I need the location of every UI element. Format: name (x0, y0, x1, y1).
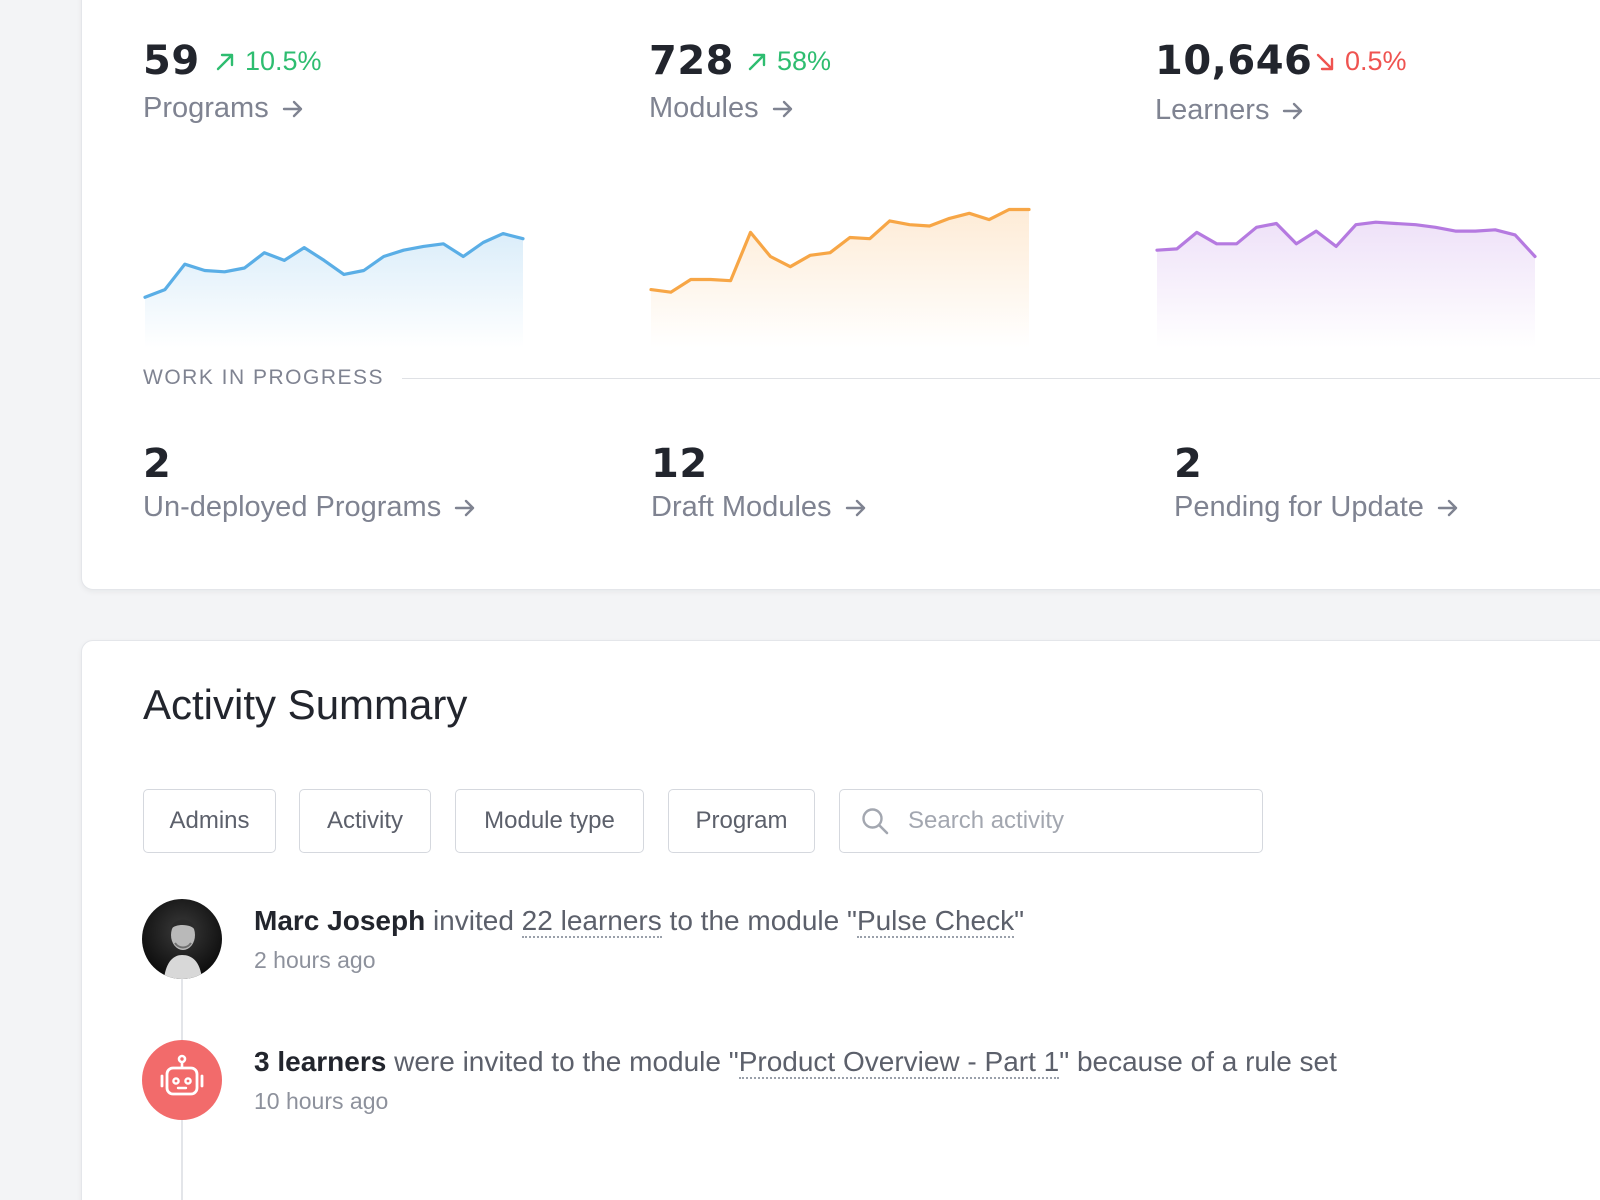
activity-text-part: " because of a rule set (1059, 1046, 1337, 1077)
activity-text-part: " (1014, 905, 1025, 936)
stat-learners: 10,646 0.5% Learners (1155, 38, 1575, 358)
robot-avatar (142, 1040, 222, 1120)
activity-text: Marc Joseph invited 22 learners to the m… (254, 905, 1025, 938)
arrow-right-icon (1437, 499, 1458, 516)
programs-link[interactable]: Programs (143, 92, 305, 125)
wip-label: Un-deployed Programs (143, 491, 442, 523)
learners-label: Learners (1155, 94, 1270, 126)
activity-text-part: invited (425, 905, 522, 936)
modules-count: 728 (649, 38, 734, 84)
learners-delta: 0.5% (1313, 46, 1407, 77)
person-photo (142, 899, 222, 979)
modules-sparkline-area (651, 209, 1029, 348)
search-activity-input[interactable] (908, 807, 1248, 835)
search-box[interactable] (839, 789, 1263, 853)
module-link[interactable]: Product Overview - Part 1 (738, 1046, 1060, 1079)
activity-timestamp: 2 hours ago (254, 947, 376, 973)
wip-label: Draft Modules (651, 491, 832, 523)
filter-admins[interactable]: Admins (143, 789, 276, 853)
arrow-right-icon (1283, 102, 1303, 119)
programs-delta-value: 10.5% (245, 46, 322, 76)
filter-module-type[interactable]: Module type (455, 789, 644, 853)
programs-count: 59 (143, 38, 200, 84)
wip-title: WORK IN PROGRESS (143, 366, 385, 389)
wip-count: 2 (143, 441, 172, 487)
learners-sparkline (1155, 220, 1537, 348)
activity-summary-title: Activity Summary (143, 681, 468, 728)
robot-icon (160, 1054, 204, 1096)
activity-timestamp: 10 hours ago (254, 1088, 389, 1114)
programs-sparkline-area (145, 233, 523, 348)
pending-update-link[interactable]: Pending for Update (1174, 491, 1460, 524)
modules-delta: 58% (745, 46, 831, 77)
activity-text-part: to the module " (661, 905, 857, 936)
programs-sparkline (143, 232, 525, 348)
trend-up-icon (748, 53, 766, 70)
learners-delta-value: 0.5% (1345, 46, 1407, 76)
timeline-connector (181, 979, 183, 1059)
trend-up-icon (216, 53, 234, 70)
learners-sparkline-area (1157, 222, 1535, 348)
programs-delta: 10.5% (213, 46, 322, 77)
stat-modules: 728 58% Modules (649, 38, 1049, 358)
activity-summary-card: Activity Summary Admins Activity Module … (81, 640, 1600, 1200)
arrow-right-icon (845, 499, 865, 516)
undeployed-programs-link[interactable]: Un-deployed Programs (143, 491, 477, 524)
modules-label: Modules (649, 92, 759, 124)
stats-card: 59 10.5% Programs 728 58% Modules 10,646… (81, 0, 1600, 590)
wip-label: Pending for Update (1174, 491, 1424, 523)
activity-text-part: were invited to the module " (386, 1046, 739, 1077)
filter-activity[interactable]: Activity (299, 789, 431, 853)
arrow-right-icon (772, 100, 792, 117)
wip-count: 2 (1174, 441, 1203, 487)
module-link[interactable]: Pulse Check (856, 905, 1015, 938)
wip-count: 12 (651, 441, 708, 487)
wip-header: WORK IN PROGRESS (143, 366, 1600, 390)
modules-sparkline-line (649, 207, 1031, 294)
programs-sparkline-line (143, 232, 525, 299)
modules-link[interactable]: Modules (649, 92, 795, 125)
learners-link[interactable]: Learners (1155, 94, 1305, 127)
programs-label: Programs (143, 92, 269, 124)
activity-actor[interactable]: 3 learners (254, 1046, 387, 1077)
modules-sparkline (649, 207, 1031, 348)
wip-divider (402, 377, 1600, 379)
arrow-right-icon (282, 100, 302, 117)
avatar[interactable] (142, 899, 222, 979)
modules-delta-value: 58% (777, 46, 832, 76)
timeline-connector (181, 1120, 183, 1200)
arrow-right-icon (455, 499, 475, 516)
learners-sparkline-line (1155, 220, 1537, 259)
trend-down-icon (1316, 53, 1334, 70)
learners-count: 10,646 (1155, 38, 1313, 84)
draft-modules-link[interactable]: Draft Modules (651, 491, 868, 524)
activity-actor[interactable]: Marc Joseph (254, 905, 426, 936)
filter-program[interactable]: Program (668, 789, 815, 853)
learners-count-link[interactable]: 22 learners (521, 905, 662, 938)
stat-programs: 59 10.5% Programs (143, 38, 543, 358)
activity-text: 3 learners were invited to the module "P… (254, 1046, 1337, 1079)
search-icon (862, 808, 889, 835)
